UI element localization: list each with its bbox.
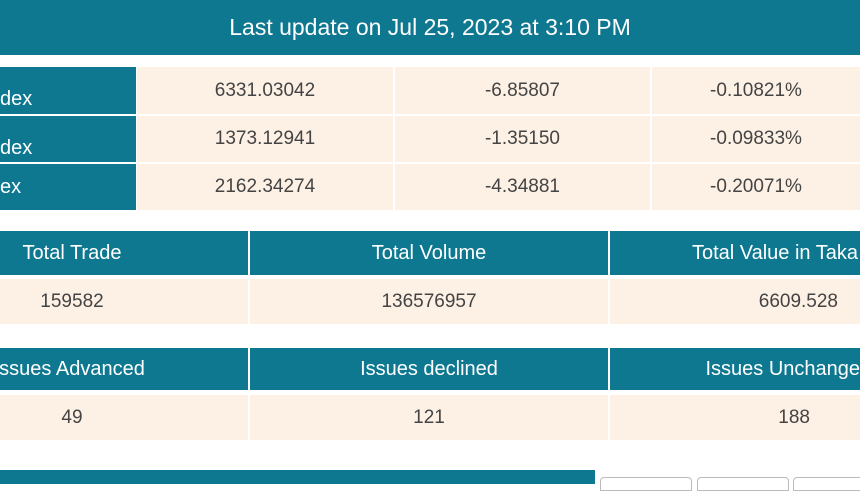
index-name: dex [0,116,136,162]
column-value: 121 [250,395,608,440]
index-name: ex [0,164,136,210]
cell-text: ex [0,175,22,198]
cell-text: Total Trade [22,241,122,264]
column-value: 136576957 [250,279,608,324]
index-value: 1373.12941 [137,116,393,162]
footer-bar [0,470,595,484]
cell-text: -0.10821% [710,79,802,101]
column-header: ssues Advanced [0,348,248,390]
cell-text: 1373.12941 [214,128,316,149]
cell-text: 49 [61,406,83,428]
column-header: Issues declined [250,348,608,390]
column-header: Total Trade [0,231,248,275]
cell-text: 159582 [40,290,104,312]
cell-text: Total Value in Taka [691,241,858,264]
index-value: 2162.34274 [137,164,393,210]
cell-text: 6609.528 [758,290,838,312]
index-value: -0.20071% [652,164,860,210]
cell-text: 2162.34274 [214,176,316,197]
cell-text: -0.20071% [710,176,802,197]
column-value: 49 [0,395,248,440]
tab-button[interactable] [600,477,692,491]
cell-text: dex [0,137,33,159]
tab-button[interactable] [697,477,789,491]
cell-text: 6331.03042 [214,79,316,101]
index-value: -4.34881 [395,164,650,210]
cell-text: -4.34881 [484,176,560,197]
index-value: -0.09833% [652,116,860,162]
header-title: Last update on Jul 25, 2023 at 3:10 PM [0,0,860,55]
column-header: Issues Unchange [610,348,860,390]
index-value: 6331.03042 [137,67,393,114]
column-value: 188 [610,395,860,440]
cell-text: -1.35150 [484,128,560,149]
cell-text: -0.09833% [710,128,802,149]
column-header: Total Volume [250,231,608,275]
cell-text: 136576957 [381,290,477,312]
column-value: 159582 [0,279,248,324]
index-value: -1.35150 [395,116,650,162]
column-value: 6609.528 [610,279,860,324]
index-value: -6.85807 [395,67,650,114]
tab-button[interactable] [793,477,860,491]
cell-text: Total Volume [371,241,487,264]
index-value: -0.10821% [652,67,860,114]
cell-text: -6.85807 [484,79,560,101]
cell-text: dex [0,88,33,110]
cell-text: Issues Unchange [705,357,860,380]
cell-text: Issues declined [360,357,498,380]
cell-text: 188 [778,406,810,428]
cell-text: ssues Advanced [0,357,145,380]
column-header: Total Value in Taka [610,231,860,275]
cell-text: 121 [413,406,445,428]
index-name: dex [0,67,136,114]
